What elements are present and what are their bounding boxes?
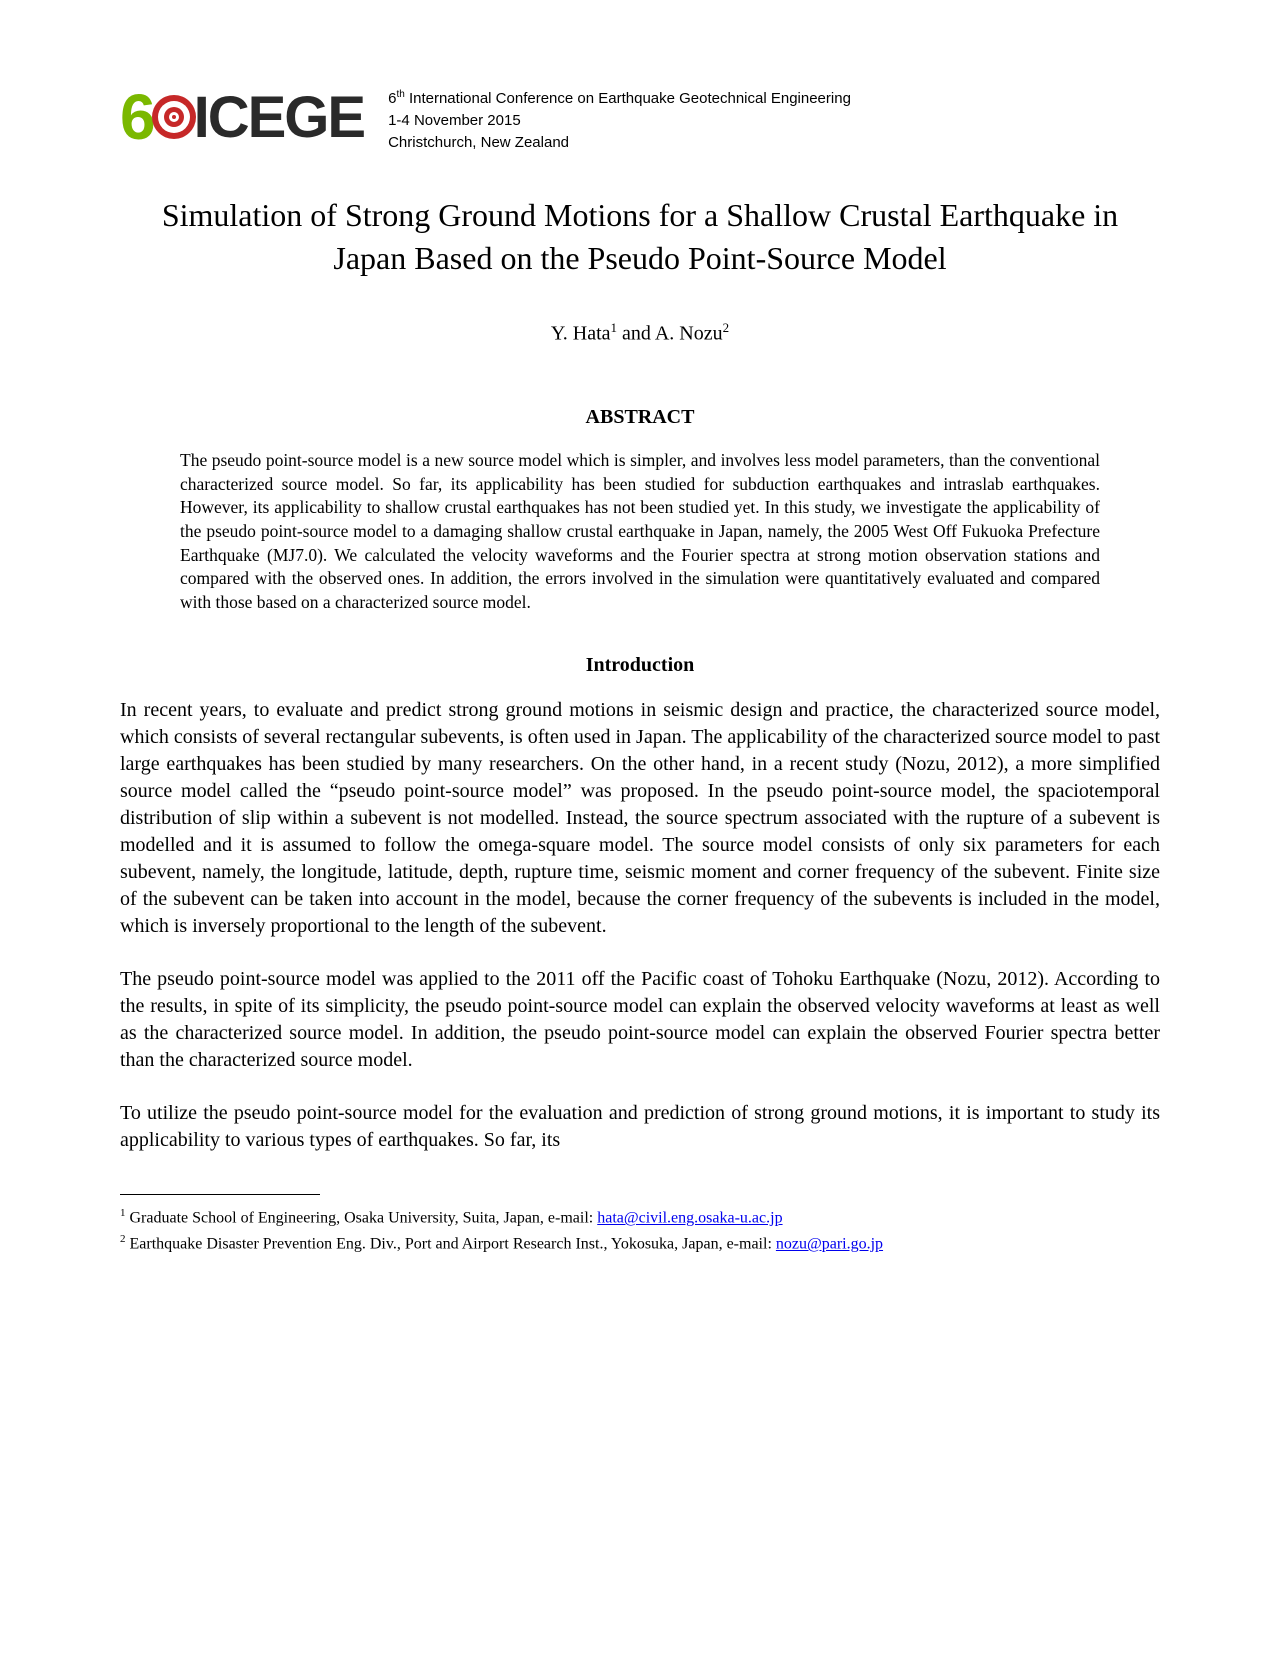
- author-2: A. Nozu: [655, 323, 723, 345]
- footnote-1: 1 Graduate School of Engineering, Osaka …: [120, 1205, 1160, 1231]
- conf-rest: International Conference on Earthquake G…: [405, 90, 851, 107]
- author-joiner: and: [617, 323, 655, 345]
- intro-p2: The pseudo point-source model was applie…: [120, 966, 1160, 1074]
- conf-sup: th: [396, 89, 404, 100]
- conference-line2: 1-4 November 2015: [388, 110, 851, 132]
- footnote-rule: [120, 1194, 320, 1195]
- footnote-1-text: Graduate School of Engineering, Osaka Un…: [126, 1210, 598, 1227]
- header-row: 6 ICEGE 6th International Conference on …: [120, 80, 1160, 154]
- conference-info: 6th International Conference on Earthqua…: [388, 80, 851, 153]
- footnote-2: 2 Earthquake Disaster Prevention Eng. Di…: [120, 1231, 1160, 1257]
- conference-line1: 6th International Conference on Earthqua…: [388, 88, 851, 110]
- footnotes: 1 Graduate School of Engineering, Osaka …: [120, 1205, 1160, 1257]
- footnote-1-email[interactable]: hata@civil.eng.osaka-u.ac.jp: [597, 1210, 782, 1227]
- footnote-2-text: Earthquake Disaster Prevention Eng. Div.…: [126, 1236, 776, 1253]
- intro-body: In recent years, to evaluate and predict…: [120, 697, 1160, 1154]
- logo-text: ICEGE: [194, 84, 365, 151]
- abstract-heading: ABSTRACT: [120, 406, 1160, 429]
- intro-heading: Introduction: [120, 654, 1160, 677]
- footnote-2-email[interactable]: nozu@pari.go.jp: [776, 1236, 883, 1253]
- target-icon: [150, 93, 198, 141]
- logo-six: 6: [120, 80, 154, 154]
- abstract-body: The pseudo point-source model is a new s…: [180, 449, 1100, 614]
- abstract-text: The pseudo point-source model is a new s…: [180, 450, 1100, 612]
- author-1: Y. Hata: [551, 323, 611, 345]
- conference-logo: 6 ICEGE: [120, 80, 364, 154]
- intro-p3: To utilize the pseudo point-source model…: [120, 1100, 1160, 1154]
- conference-line3: Christchurch, New Zealand: [388, 132, 851, 154]
- authors: Y. Hata1 and A. Nozu2: [120, 320, 1160, 346]
- intro-p1: In recent years, to evaluate and predict…: [120, 697, 1160, 940]
- author-2-sup: 2: [723, 320, 730, 335]
- paper-title: Simulation of Strong Ground Motions for …: [160, 194, 1120, 280]
